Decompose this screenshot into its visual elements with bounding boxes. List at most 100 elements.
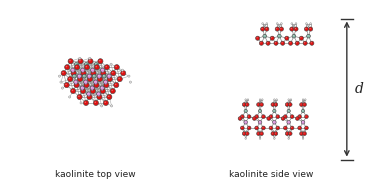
Circle shape <box>246 104 247 105</box>
Circle shape <box>308 27 313 31</box>
Circle shape <box>270 116 271 117</box>
Circle shape <box>285 36 289 40</box>
Circle shape <box>276 126 280 130</box>
Circle shape <box>72 90 73 91</box>
Circle shape <box>81 70 86 76</box>
Circle shape <box>128 75 130 77</box>
Circle shape <box>97 94 102 100</box>
Circle shape <box>121 69 124 71</box>
Circle shape <box>265 27 269 31</box>
Circle shape <box>280 28 282 29</box>
Circle shape <box>291 116 292 117</box>
Circle shape <box>291 28 292 29</box>
Circle shape <box>305 23 307 25</box>
Circle shape <box>260 103 263 106</box>
Circle shape <box>275 104 276 105</box>
Circle shape <box>84 62 88 66</box>
Circle shape <box>62 72 64 73</box>
Circle shape <box>282 118 283 119</box>
Circle shape <box>290 126 294 130</box>
Circle shape <box>77 74 81 78</box>
Circle shape <box>110 88 115 94</box>
Circle shape <box>94 62 98 66</box>
Circle shape <box>288 41 293 45</box>
Circle shape <box>278 35 279 36</box>
Circle shape <box>102 72 104 73</box>
Circle shape <box>295 28 296 29</box>
Circle shape <box>304 42 305 43</box>
Circle shape <box>104 83 109 88</box>
Circle shape <box>117 77 122 82</box>
Circle shape <box>295 23 297 25</box>
Circle shape <box>100 88 105 94</box>
Circle shape <box>289 104 290 105</box>
Circle shape <box>105 66 107 67</box>
Circle shape <box>303 41 307 45</box>
Circle shape <box>267 117 271 120</box>
Circle shape <box>112 90 113 91</box>
Circle shape <box>244 121 248 124</box>
Circle shape <box>293 35 294 36</box>
Circle shape <box>305 127 307 128</box>
Circle shape <box>98 59 103 64</box>
Circle shape <box>275 27 279 31</box>
Circle shape <box>276 99 277 101</box>
Circle shape <box>294 27 298 31</box>
Circle shape <box>107 94 112 100</box>
Circle shape <box>68 77 73 82</box>
Circle shape <box>272 104 273 105</box>
Circle shape <box>257 103 260 106</box>
Circle shape <box>298 115 302 118</box>
Circle shape <box>305 126 308 130</box>
Circle shape <box>301 121 305 124</box>
Circle shape <box>291 23 293 25</box>
Circle shape <box>83 75 84 76</box>
Circle shape <box>286 37 287 38</box>
Circle shape <box>303 132 307 136</box>
Circle shape <box>108 96 110 97</box>
Circle shape <box>80 86 84 90</box>
Circle shape <box>247 126 251 130</box>
Circle shape <box>260 133 262 134</box>
Circle shape <box>90 88 96 94</box>
Circle shape <box>88 59 93 64</box>
Text: kaolinite top view: kaolinite top view <box>56 170 136 179</box>
Circle shape <box>91 69 93 70</box>
Circle shape <box>305 28 307 29</box>
Circle shape <box>98 93 99 94</box>
Circle shape <box>81 87 82 88</box>
Circle shape <box>300 132 304 136</box>
Circle shape <box>311 42 312 43</box>
Circle shape <box>276 28 277 29</box>
Circle shape <box>98 75 99 76</box>
Circle shape <box>84 65 90 70</box>
Circle shape <box>72 72 74 73</box>
Circle shape <box>259 99 261 101</box>
Circle shape <box>245 99 246 101</box>
Circle shape <box>85 81 86 82</box>
Circle shape <box>263 34 266 38</box>
Circle shape <box>80 102 82 104</box>
Circle shape <box>239 118 240 119</box>
Circle shape <box>273 121 274 122</box>
Circle shape <box>290 115 294 118</box>
Circle shape <box>279 27 284 31</box>
Circle shape <box>244 109 247 113</box>
Circle shape <box>79 60 81 61</box>
Circle shape <box>288 110 289 111</box>
Circle shape <box>240 126 244 130</box>
Circle shape <box>264 35 265 36</box>
Circle shape <box>73 75 74 76</box>
Circle shape <box>242 132 246 136</box>
Circle shape <box>104 80 108 84</box>
Circle shape <box>270 36 274 40</box>
Circle shape <box>271 132 275 136</box>
Circle shape <box>302 138 304 139</box>
Circle shape <box>245 138 246 139</box>
Circle shape <box>296 118 297 119</box>
Circle shape <box>82 72 84 73</box>
Circle shape <box>248 116 249 117</box>
Circle shape <box>78 96 80 97</box>
Circle shape <box>277 116 278 117</box>
Circle shape <box>305 115 308 118</box>
